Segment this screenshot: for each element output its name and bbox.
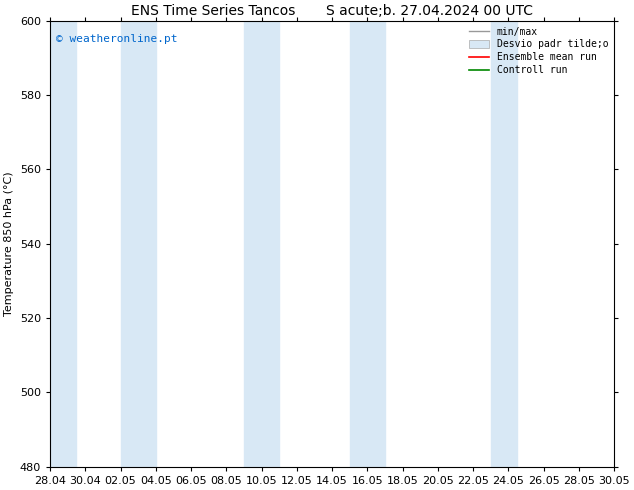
Bar <box>244 21 279 467</box>
Bar <box>120 21 156 467</box>
Bar <box>349 21 385 467</box>
Bar <box>491 21 517 467</box>
Text: © weatheronline.pt: © weatheronline.pt <box>56 34 177 44</box>
Y-axis label: Temperature 850 hPa (°C): Temperature 850 hPa (°C) <box>4 172 14 316</box>
Bar <box>50 21 77 467</box>
Legend: min/max, Desvio padr tilde;o, Ensemble mean run, Controll run: min/max, Desvio padr tilde;o, Ensemble m… <box>465 23 612 79</box>
Title: ENS Time Series Tancos       S acute;b. 27.04.2024 00 UTC: ENS Time Series Tancos S acute;b. 27.04.… <box>131 4 533 18</box>
